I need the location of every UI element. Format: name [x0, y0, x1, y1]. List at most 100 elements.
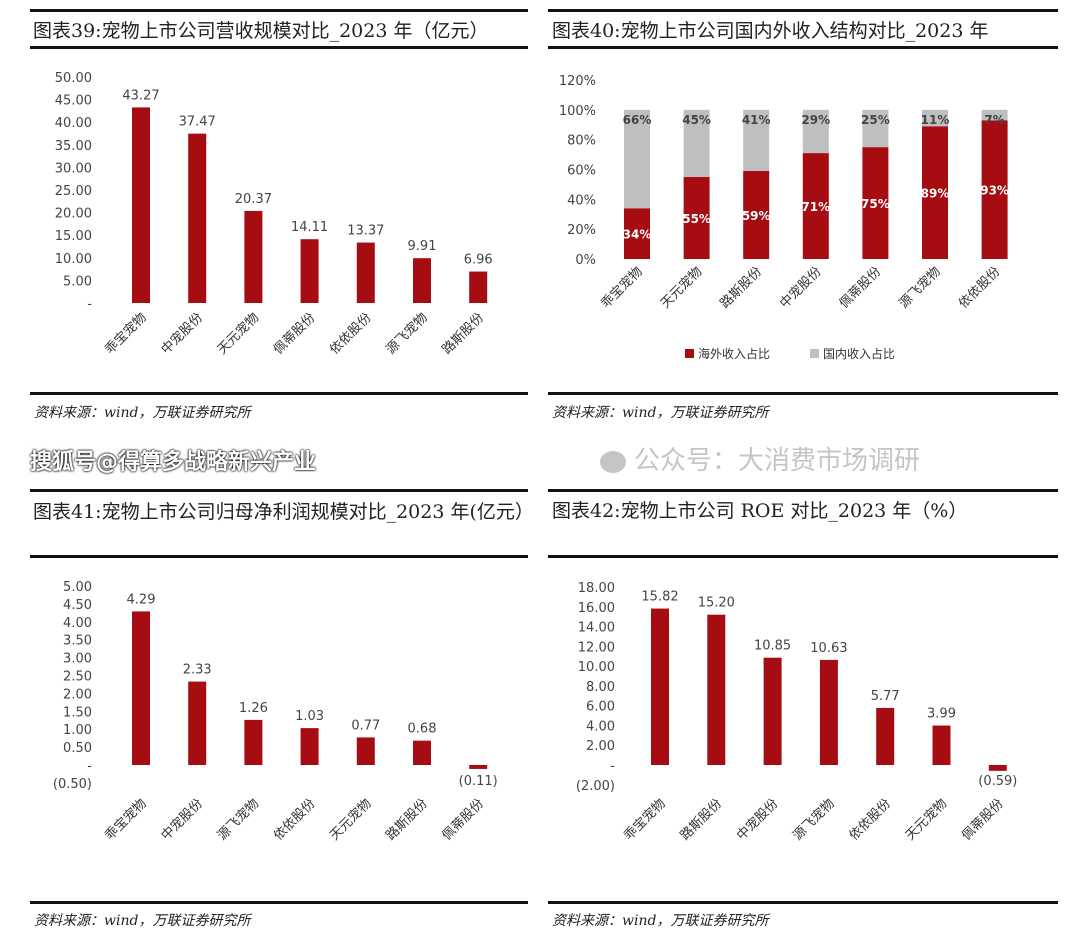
- chart4-ytick-label: 18.00: [578, 581, 615, 596]
- chart4-data-label: (0.59): [978, 774, 1017, 789]
- chart2-footer-rule: [548, 392, 1058, 395]
- chart1-data-label: 13.37: [347, 224, 384, 239]
- chart3-ytick-label: -: [87, 759, 92, 774]
- chart3-ytick-label: (0.50): [53, 777, 92, 792]
- chart3-category-label: 天元宠物: [327, 796, 375, 844]
- chart3-bar: [469, 765, 488, 769]
- chart1-ytick-label: 5.00: [63, 274, 92, 289]
- chart3-data-label: 1.03: [295, 709, 324, 724]
- chart1-ytick-label: 35.00: [55, 139, 92, 154]
- chart1-data-label: 20.37: [235, 192, 272, 207]
- chart3-bar: [132, 611, 150, 765]
- chart1-top-rule: [30, 9, 528, 12]
- chart3-footer-rule: [30, 901, 528, 904]
- chart2-bar-overseas: [981, 120, 1008, 260]
- chart4-ytick-label: 4.00: [586, 719, 615, 734]
- watermark-wechat: 公众号：大消费市场调研: [600, 440, 920, 477]
- chart2-ytick-label: 40%: [567, 193, 596, 208]
- chart2-ytick-label: 20%: [567, 223, 596, 238]
- chart3-bar: [244, 719, 263, 765]
- chart4-category-label: 中宠股份: [733, 796, 781, 844]
- chart2-data-label: 93%: [980, 184, 1009, 198]
- chart2-data-label: 7%: [984, 113, 1004, 127]
- chart4-ytick-label: 2.00: [586, 739, 615, 754]
- chart3-bar: [300, 728, 319, 765]
- chart3-category-label: 路斯股份: [383, 796, 431, 844]
- chart3-ytick-label: 2.00: [63, 687, 92, 702]
- chart3-data-label: 1.26: [239, 701, 268, 716]
- chart2-data-label: 71%: [801, 200, 830, 214]
- chart3-data-label: 4.29: [127, 592, 156, 607]
- chart4-bar: [988, 765, 1007, 771]
- chart2-data-label: 66%: [623, 113, 652, 127]
- chart2-data-label: 29%: [801, 113, 830, 127]
- chart4-top-rule: [548, 489, 1058, 492]
- chart3-category-label: 佩蒂股份: [440, 796, 487, 843]
- chart1-bar: [300, 239, 319, 303]
- chart1-ytick-label: 40.00: [55, 116, 92, 131]
- chart2-bar-domestic: [802, 109, 829, 154]
- chart3-data-label: 2.33: [183, 663, 212, 678]
- chart2-data-label: 41%: [742, 113, 771, 127]
- chart4-data-label: 3.99: [927, 707, 956, 722]
- chart2-data-label: 34%: [623, 228, 652, 242]
- chart1-ytick-label: 45.00: [55, 94, 92, 109]
- chart1-ytick-label: 10.00: [55, 252, 92, 267]
- chart1-category-label: 佩蒂股份: [271, 310, 318, 357]
- chart1-title: 图表39:宠物上市公司营收规模对比_2023 年（亿元）: [33, 20, 489, 42]
- chart4-data-label: 5.77: [871, 689, 900, 704]
- chart1-ytick-label: 50.00: [55, 71, 92, 86]
- chart4-category-label: 路斯股份: [677, 796, 725, 844]
- chart1-bar: [356, 242, 375, 303]
- chart1-data-label: 43.27: [122, 88, 159, 103]
- chart3-ytick-label: 4.50: [63, 598, 92, 613]
- chart3-title: 图表41:宠物上市公司归母净利润规模对比_2023 年(亿元）: [33, 501, 534, 523]
- chart2-legend-swatch: [685, 349, 694, 358]
- chart4-category-label: 天元宠物: [902, 796, 950, 844]
- chart1-category-label: 依依股份: [327, 310, 374, 357]
- chart1-bar: [469, 271, 488, 303]
- chart4-data-label: 15.82: [641, 590, 678, 605]
- chart4-source: 资料来源：wind，万联证券研究所: [552, 913, 769, 929]
- chart4-ytick-label: 12.00: [578, 640, 615, 655]
- chart2-legend-swatch: [810, 349, 819, 358]
- chart3-ytick-label: 3.50: [63, 634, 92, 649]
- chart2-bar-overseas: [683, 176, 710, 259]
- chart4-bar: [932, 725, 951, 765]
- chart2-category-label: 源飞宠物: [896, 264, 944, 312]
- chart3-ytick-label: 5.00: [63, 580, 92, 595]
- chart3-source: 资料来源：wind，万联证券研究所: [34, 913, 251, 929]
- chart2-bar-domestic: [683, 109, 710, 177]
- chart4-category-label: 源飞宠物: [790, 796, 838, 844]
- chart1-data-label: 9.91: [408, 239, 437, 254]
- chart1-category-label: 天元宠物: [214, 310, 262, 358]
- chart4-ytick-label: 6.00: [586, 700, 615, 715]
- chart3-bar: [356, 737, 375, 765]
- chart2-ytick-label: 80%: [567, 134, 596, 149]
- chart2-bar-domestic: [624, 109, 650, 209]
- chart2-category-label: 乖宝宠物: [598, 264, 646, 312]
- chart2-title: 图表40:宠物上市公司国内外收入结构对比_2023 年: [552, 20, 989, 42]
- chart2-data-label: 59%: [742, 209, 771, 223]
- chart4-data-label: 15.20: [698, 596, 735, 611]
- chart2-data-label: 11%: [921, 113, 950, 127]
- chart1-ytick-label: 25.00: [55, 184, 92, 199]
- chart1-bar: [188, 133, 207, 303]
- chart4-category-label: 依依股份: [847, 796, 894, 843]
- chart2-bar-domestic: [981, 109, 1008, 121]
- chart2-category-label: 依依股份: [956, 264, 1003, 311]
- chart2-data-label: 45%: [682, 113, 711, 127]
- chart4-ytick-label: 16.00: [578, 601, 615, 616]
- chart1-ytick-label: 30.00: [55, 161, 92, 176]
- chart4-ytick-label: 14.00: [578, 621, 615, 636]
- chart2-ytick-label: 60%: [567, 164, 596, 179]
- chart3-ytick-label: 0.50: [63, 741, 92, 756]
- chart3-data-label: (0.11): [459, 774, 498, 789]
- chart2-bar-overseas: [862, 147, 889, 259]
- chart4-ytick-label: 8.00: [586, 680, 615, 695]
- watermark-wechat-text: 公众号：大消费市场调研: [634, 446, 921, 476]
- chart1-footer-rule: [30, 392, 528, 395]
- chart4-bar: [819, 659, 838, 765]
